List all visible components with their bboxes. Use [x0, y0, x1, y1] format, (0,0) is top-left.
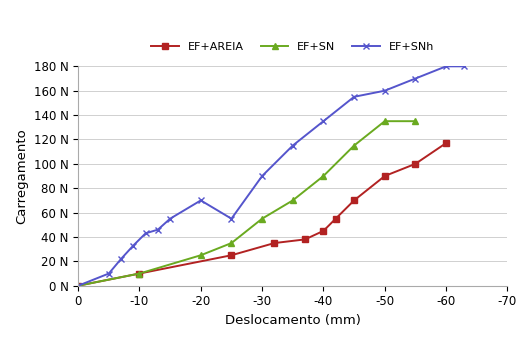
EF+SNh [155, 228, 161, 232]
EF+SNh [106, 272, 112, 276]
EF+SNh [75, 284, 81, 288]
EF+SN [412, 119, 419, 123]
EF+AREIA [332, 216, 339, 221]
EF+AREIA [412, 162, 419, 166]
EF+SN [351, 144, 358, 148]
EF+SNh [461, 64, 468, 68]
EF+SNh [130, 244, 137, 248]
EF+SNh [443, 64, 449, 68]
EF+SNh [412, 77, 419, 81]
EF+AREIA [320, 229, 327, 233]
EF+AREIA [302, 237, 308, 241]
EF+SN [197, 253, 204, 257]
EF+SN [259, 216, 265, 221]
Line: EF+AREIA: EF+AREIA [74, 140, 450, 289]
Y-axis label: Carregamento: Carregamento [15, 128, 28, 224]
EF+SNh [289, 144, 296, 148]
Legend: EF+AREIA, EF+SN, EF+SNh: EF+AREIA, EF+SN, EF+SNh [147, 38, 439, 57]
EF+SN [136, 272, 143, 276]
EF+SN [228, 241, 235, 245]
EF+SNh [197, 198, 204, 202]
EF+AREIA [351, 198, 358, 202]
Line: EF+SN: EF+SN [74, 118, 419, 289]
EF+SN [75, 284, 81, 288]
EF+SNh [259, 174, 265, 178]
EF+SN [289, 198, 296, 202]
EF+SNh [320, 119, 327, 123]
EF+SN [381, 119, 388, 123]
EF+AREIA [381, 174, 388, 178]
EF+SNh [167, 216, 173, 221]
Line: EF+SNh: EF+SNh [74, 63, 468, 289]
EF+AREIA [136, 272, 143, 276]
EF+AREIA [271, 241, 278, 245]
EF+SNh [143, 231, 149, 235]
EF+SNh [118, 257, 124, 261]
X-axis label: Deslocamento (mm): Deslocamento (mm) [225, 314, 361, 327]
EF+AREIA [75, 284, 81, 288]
EF+SNh [381, 89, 388, 93]
EF+AREIA [228, 253, 235, 257]
EF+SN [320, 174, 327, 178]
EF+SNh [351, 95, 358, 99]
EF+SNh [228, 216, 235, 221]
EF+AREIA [443, 141, 449, 145]
